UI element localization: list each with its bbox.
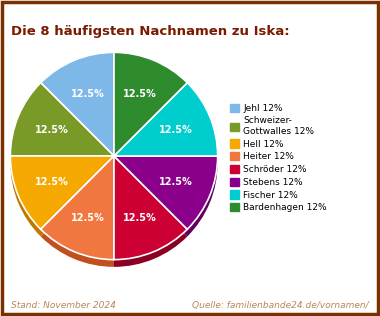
Wedge shape — [114, 83, 218, 156]
Wedge shape — [41, 52, 114, 156]
Text: Stand: November 2024: Stand: November 2024 — [11, 301, 116, 310]
Wedge shape — [114, 60, 187, 163]
Text: Quelle: familienbande24.de/vornamen/: Quelle: familienbande24.de/vornamen/ — [192, 301, 369, 310]
Wedge shape — [10, 156, 114, 229]
Text: 12.5%: 12.5% — [123, 213, 157, 223]
Text: 12.5%: 12.5% — [123, 89, 157, 99]
Legend: Jehl 12%, Schweizer-
Gottwalles 12%, Hell 12%, Heiter 12%, Schröder 12%, Stebens: Jehl 12%, Schweizer- Gottwalles 12%, Hel… — [228, 102, 329, 214]
Wedge shape — [41, 163, 114, 267]
Wedge shape — [114, 156, 218, 229]
Wedge shape — [114, 52, 187, 156]
Wedge shape — [10, 163, 114, 236]
Wedge shape — [114, 163, 187, 267]
Wedge shape — [114, 163, 218, 236]
Text: 12.5%: 12.5% — [71, 213, 105, 223]
Text: 12.5%: 12.5% — [35, 177, 69, 187]
Text: Die 8 häufigsten Nachnamen zu Iska:: Die 8 häufigsten Nachnamen zu Iska: — [11, 25, 290, 38]
Wedge shape — [41, 60, 114, 163]
Wedge shape — [41, 156, 114, 260]
Text: 12.5%: 12.5% — [159, 177, 193, 187]
Text: 12.5%: 12.5% — [35, 125, 69, 135]
Wedge shape — [114, 156, 187, 260]
Wedge shape — [114, 90, 218, 163]
Wedge shape — [10, 83, 114, 156]
Wedge shape — [10, 90, 114, 163]
Text: 12.5%: 12.5% — [159, 125, 193, 135]
Text: 12.5%: 12.5% — [71, 89, 105, 99]
